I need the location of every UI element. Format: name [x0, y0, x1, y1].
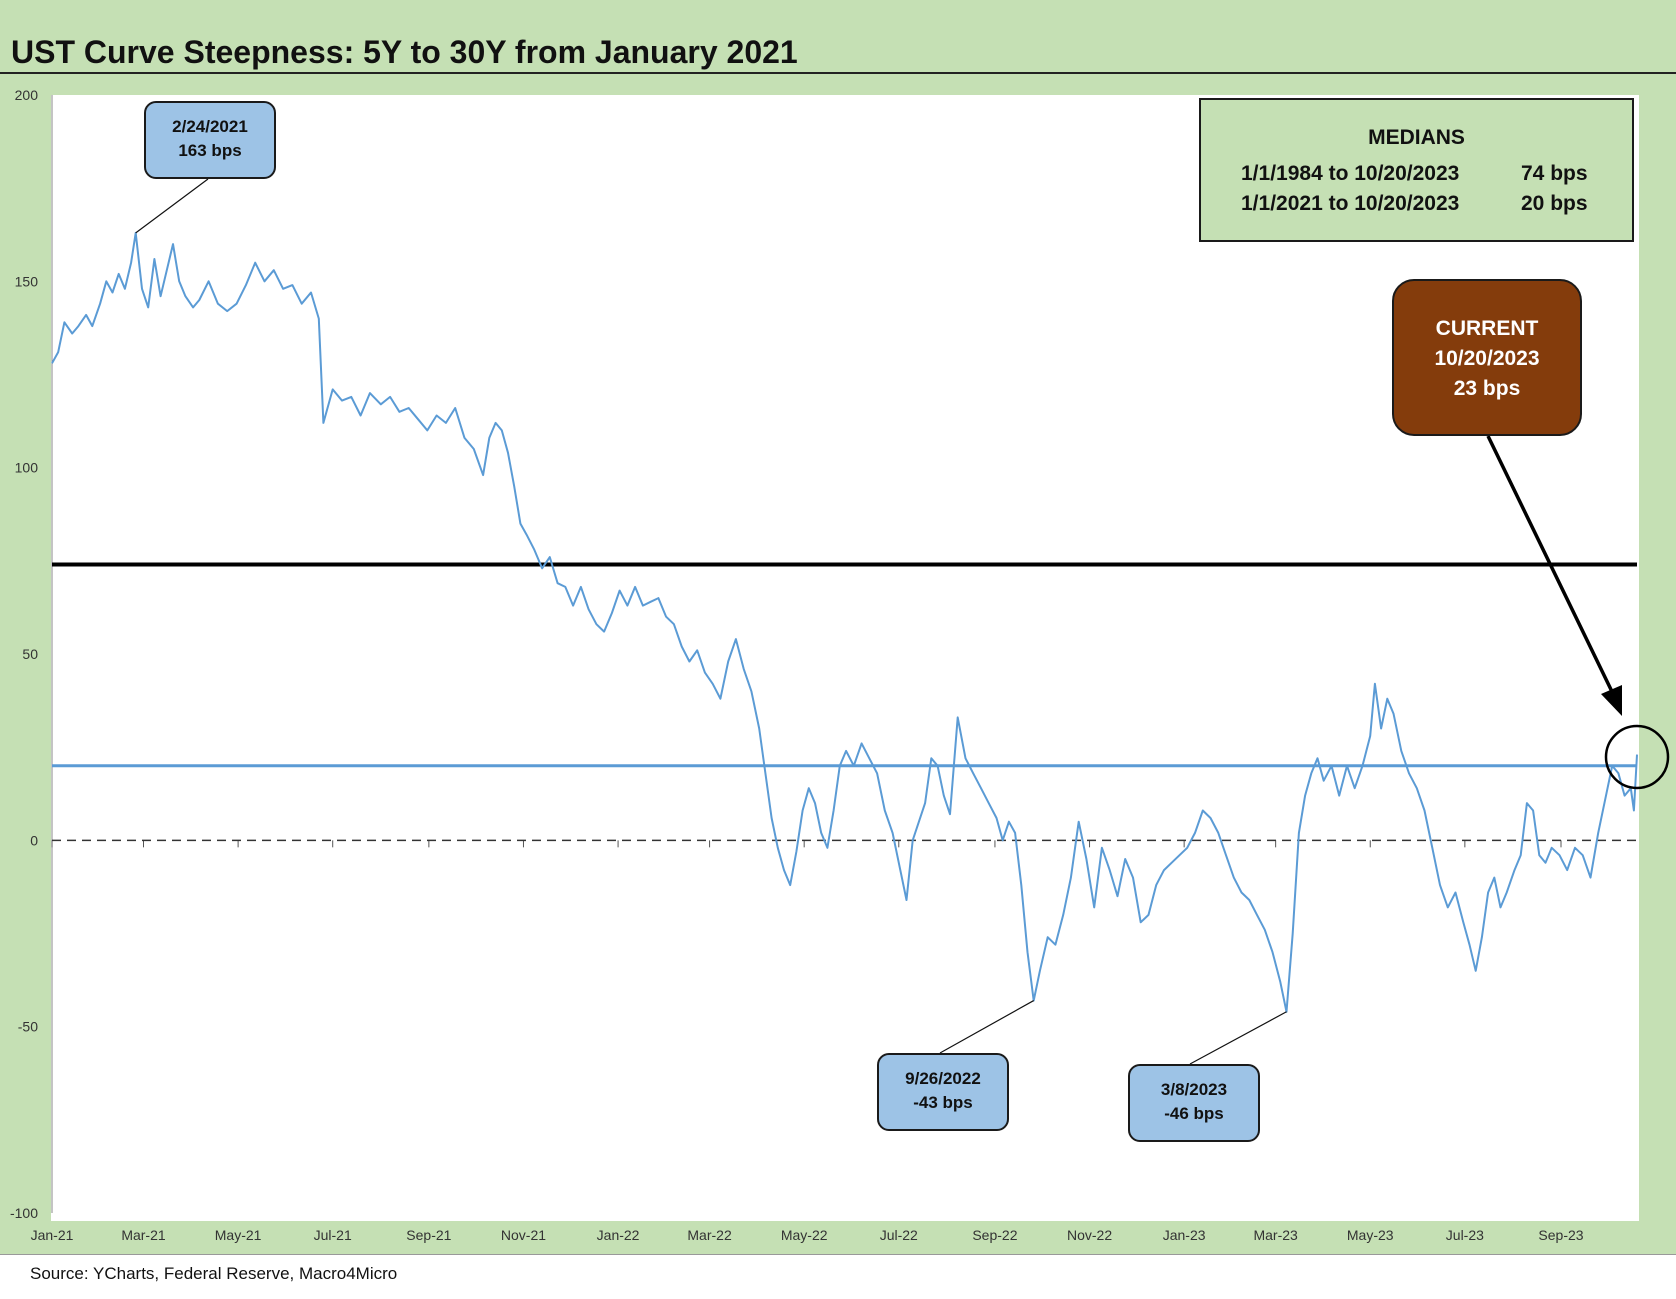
- x-tick-label: Jan-21: [31, 1227, 74, 1243]
- current-value: 23 bps: [1453, 377, 1521, 400]
- y-tick-label: 50: [22, 646, 38, 662]
- x-tick-label: Sep-21: [406, 1227, 451, 1243]
- callout-peak: 2/24/2021 163 bps: [144, 101, 276, 179]
- x-tick-label: Jan-22: [597, 1227, 640, 1243]
- x-tick-label: Nov-21: [501, 1227, 546, 1243]
- callout-trough-2022: 9/26/2022 -43 bps: [877, 1053, 1009, 1131]
- x-tick-label: May-21: [215, 1227, 262, 1243]
- x-tick-label: Mar-22: [687, 1227, 732, 1243]
- callout-trough-2023: 3/8/2023 -46 bps: [1128, 1064, 1260, 1142]
- y-tick-label: 150: [15, 273, 39, 289]
- callout-leader: [939, 1000, 1035, 1054]
- x-tick-label: Jul-23: [1446, 1227, 1484, 1243]
- y-axis: 200 150 100 50 0 -50 -100: [10, 87, 53, 1221]
- callout-trough-2023-date: 3/8/2023: [1160, 1080, 1228, 1099]
- medians-box: MEDIANS 1/1/1984 to 10/20/2023 74 bps 1/…: [1199, 98, 1634, 242]
- median-value-recent: 20 bps: [1521, 192, 1588, 215]
- current-label: CURRENT: [1435, 317, 1539, 340]
- callout-peak-date: 2/24/2021: [172, 117, 248, 136]
- callout-leader: [135, 178, 209, 234]
- y-tick-label: 0: [30, 832, 38, 848]
- x-tick-label: Jul-22: [880, 1227, 918, 1243]
- x-tick-label: Jul-21: [314, 1227, 352, 1243]
- x-tick-label: Sep-23: [1538, 1227, 1583, 1243]
- source-note: Source: YCharts, Federal Reserve, Macro4…: [30, 1264, 398, 1283]
- current-box: CURRENT 10/20/2023 23 bps: [1392, 279, 1582, 436]
- callout-leaders: [135, 178, 1287, 1065]
- x-tick-label: Sep-22: [972, 1227, 1017, 1243]
- current-arrow: [1486, 435, 1620, 705]
- callout-trough-2023-value: -46 bps: [1164, 1104, 1224, 1123]
- median-range-long: 1/1/1984 to 10/20/2023: [1241, 162, 1460, 185]
- current-marker-circle: [1604, 724, 1670, 790]
- y-tick-label: 200: [15, 87, 39, 103]
- chart-title: UST Curve Steepness: 5Y to 30Y from Janu…: [11, 34, 798, 70]
- series-line: [51, 231, 1638, 1013]
- medians-title: MEDIANS: [1368, 126, 1465, 149]
- median-value-long: 74 bps: [1521, 162, 1588, 185]
- x-axis: Jan-21 Mar-21 May-21 Jul-21 Sep-21 Nov-21 Jan-…: [31, 840, 1584, 1243]
- x-tick-label: May-22: [781, 1227, 828, 1243]
- y-tick-label: 100: [15, 460, 39, 476]
- title-bar: [0, 0, 1676, 74]
- y-tick-label: -50: [18, 1019, 38, 1035]
- reference-lines: [52, 562, 1637, 842]
- current-arrow-head: [1601, 685, 1622, 716]
- source-bar: [0, 1254, 1676, 1299]
- callout-trough-2022-date: 9/26/2022: [905, 1069, 981, 1088]
- callout-peak-value: 163 bps: [178, 141, 242, 160]
- x-tick-label: Jan-23: [1163, 1227, 1206, 1243]
- callout-trough-2022-value: -43 bps: [913, 1093, 973, 1112]
- y-tick-label: -100: [10, 1205, 38, 1221]
- x-tick-label: Mar-23: [1253, 1227, 1298, 1243]
- x-tick-label: May-23: [1347, 1227, 1394, 1243]
- callout-leader: [1189, 1011, 1287, 1065]
- x-tick-label: Nov-22: [1067, 1227, 1112, 1243]
- plot-area: [51, 95, 1639, 1221]
- current-date: 10/20/2023: [1434, 347, 1540, 370]
- median-range-recent: 1/1/2021 to 10/20/2023: [1241, 192, 1460, 215]
- x-tick-label: Mar-21: [121, 1227, 166, 1243]
